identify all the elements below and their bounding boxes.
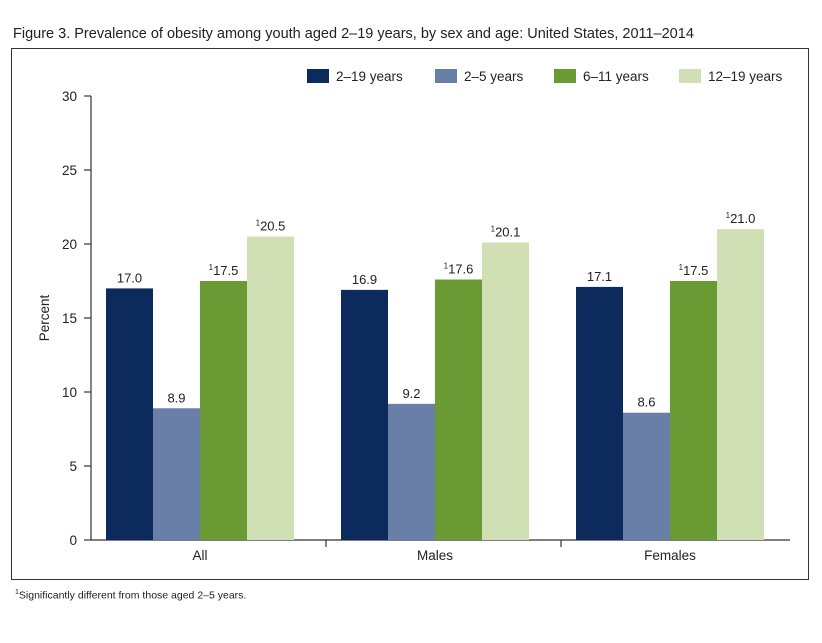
- legend-label: 12–19 years: [708, 69, 783, 84]
- data-label-value: 20.1: [495, 225, 520, 240]
- plot-frame: [11, 48, 809, 580]
- y-tick-label: 5: [69, 459, 77, 474]
- bar: [670, 281, 717, 540]
- data-label-value: 17.5: [683, 263, 708, 278]
- figure-title: Figure 3. Prevalence of obesity among yo…: [13, 26, 694, 42]
- data-label-value: 17.6: [448, 262, 473, 277]
- y-tick-label: 15: [62, 311, 77, 326]
- legend-label: 2–19 years: [336, 69, 403, 84]
- legend-label: 6–11 years: [583, 69, 649, 84]
- data-label: 17.1: [587, 269, 612, 284]
- data-label: 117.6: [444, 262, 474, 277]
- bar: [106, 288, 153, 540]
- data-label: 120.5: [256, 219, 286, 234]
- data-label: 17.0: [117, 270, 142, 285]
- bar: [717, 229, 764, 540]
- data-label-value: 21.0: [730, 211, 755, 226]
- y-axis-label: Percent: [37, 294, 52, 341]
- bar: [576, 286, 623, 540]
- legend-swatch: [554, 69, 576, 83]
- legend: 2–19 years 2–5 years 6–11 years 12–19 years: [307, 69, 783, 84]
- y-tick-label: 25: [62, 163, 77, 178]
- y-tick-label: 10: [62, 385, 77, 400]
- x-tick-label: Males: [417, 548, 453, 563]
- data-label: 117.5: [209, 263, 239, 278]
- legend-swatch: [307, 69, 329, 83]
- significance-marker: 1: [256, 219, 261, 228]
- significance-marker: 1: [679, 263, 684, 272]
- legend-swatch: [435, 69, 457, 83]
- bar: [341, 289, 388, 540]
- data-label: 16.9: [352, 272, 377, 287]
- bar: [388, 403, 435, 540]
- footnote-text: Significantly different from those aged …: [18, 589, 247, 602]
- data-label: 8.6: [637, 395, 655, 410]
- y-tick-label: 20: [62, 237, 77, 252]
- bar: [200, 281, 247, 540]
- bars: [106, 229, 764, 540]
- data-label-value: 20.5: [260, 219, 285, 234]
- bar: [435, 279, 482, 540]
- bar: [153, 408, 200, 540]
- data-label: 9.2: [402, 386, 420, 401]
- x-tick-label: Females: [644, 548, 696, 563]
- footnote: 1Significantly different from those aged…: [15, 589, 246, 602]
- y-tick-label: 0: [69, 533, 77, 548]
- x-tick-label: All: [192, 548, 207, 563]
- data-labels: 17.08.9117.5120.516.99.2117.6120.117.18.…: [117, 211, 756, 410]
- y-tick-label: 30: [62, 89, 77, 104]
- legend-swatch: [679, 69, 701, 83]
- bar: [623, 412, 670, 540]
- significance-marker: 1: [491, 225, 496, 234]
- bar: [482, 242, 529, 540]
- significance-marker: 1: [209, 263, 214, 272]
- footnote-marker: 1: [15, 589, 19, 596]
- significance-marker: 1: [444, 262, 449, 271]
- data-label: 117.5: [679, 263, 709, 278]
- bar: [247, 236, 294, 540]
- legend-label: 2–5 years: [464, 69, 524, 84]
- data-label: 120.1: [491, 225, 521, 240]
- data-label: 8.9: [167, 390, 185, 405]
- data-label-value: 17.5: [213, 263, 238, 278]
- significance-marker: 1: [726, 211, 731, 220]
- data-label: 121.0: [726, 211, 756, 226]
